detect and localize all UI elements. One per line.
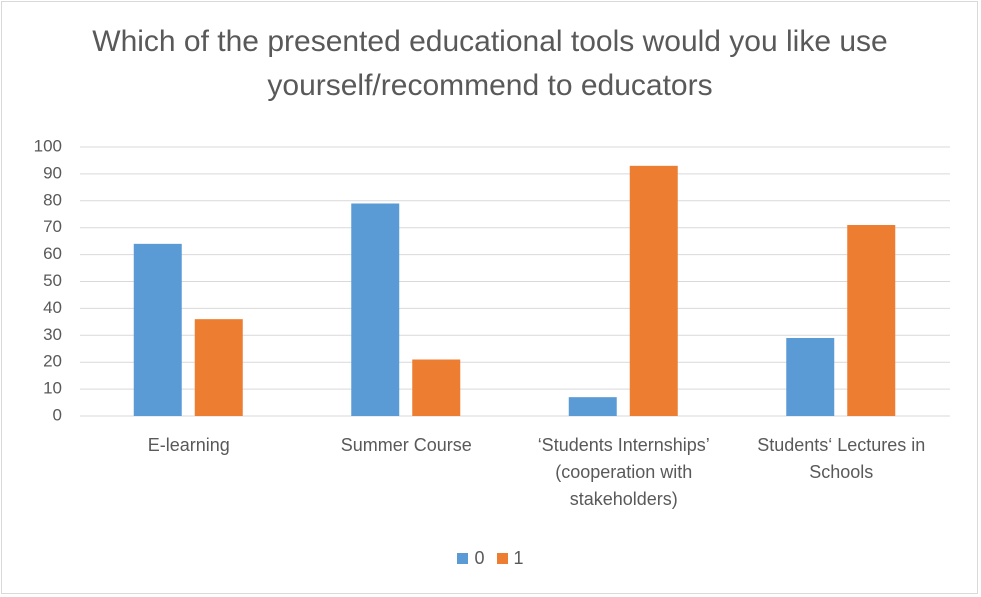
y-tick-label: 10 [43, 379, 62, 398]
y-tick-label: 0 [53, 405, 62, 424]
bar [629, 165, 678, 416]
y-tick-label: 90 [43, 163, 62, 182]
y-tick-label: 20 [43, 352, 62, 371]
y-tick-label: 80 [43, 190, 62, 209]
y-tick-label: 40 [43, 298, 62, 317]
bar [133, 243, 182, 416]
bar [412, 359, 461, 416]
bar [351, 203, 400, 416]
chart-title: Which of the presented educational tools… [92, 25, 888, 102]
y-tick-label: 50 [43, 271, 62, 290]
y-tick-label: 100 [34, 136, 62, 155]
legend-item: 0 [457, 548, 485, 569]
legend-swatch [457, 553, 469, 564]
y-tick-label: 60 [43, 244, 62, 263]
y-tick-label: 70 [43, 217, 62, 236]
x-tick-label: Students‘ Lectures in Schools [757, 435, 926, 482]
bar [786, 337, 835, 416]
x-tick-label: E-learning [147, 435, 230, 455]
y-tick-label: 30 [43, 325, 62, 344]
legend-swatch [496, 553, 508, 564]
x-tick-label: ‘Students Internships’ (cooperation with… [537, 435, 710, 509]
bar [194, 319, 243, 416]
legend-label: 0 [474, 548, 485, 568]
bar [847, 225, 896, 416]
bar [568, 397, 617, 416]
legend-item: 1 [496, 548, 524, 569]
x-tick-label: Summer Course [340, 435, 472, 455]
legend-label: 1 [513, 548, 524, 568]
